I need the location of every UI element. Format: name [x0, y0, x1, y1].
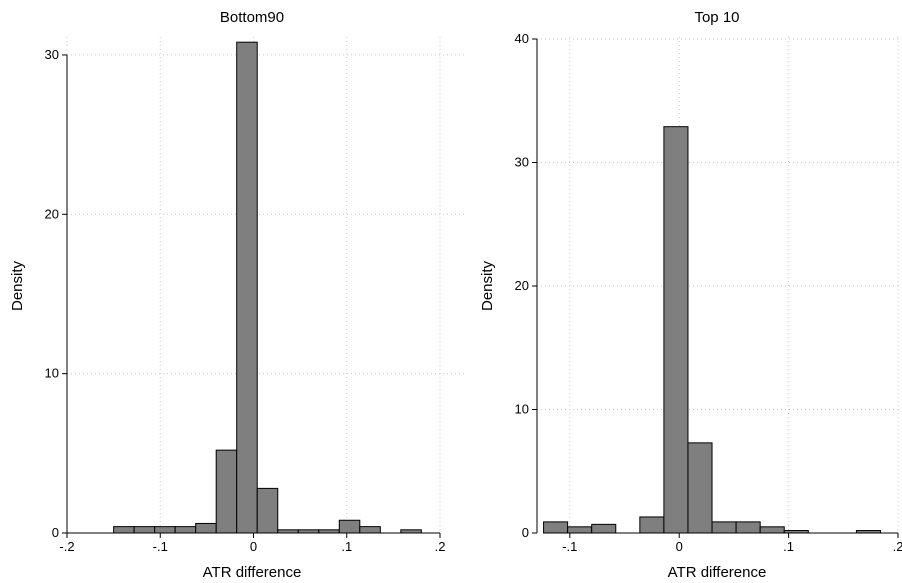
x-tick-label: .1 — [783, 539, 794, 554]
y-axis-label: Density — [479, 260, 496, 311]
y-tick-label: 10 — [515, 402, 529, 417]
x-tick-label: .2 — [435, 539, 446, 554]
histogram-bar — [591, 523, 617, 534]
histogram-bar — [113, 526, 135, 534]
x-axis-label: ATR difference — [203, 564, 302, 581]
histogram-bar — [215, 449, 238, 534]
panel-bottom90: Bottom90 ATR difference Density 0 10 20 30 -… — [9, 9, 466, 581]
histogram-bar — [663, 126, 689, 534]
histogram-bar — [639, 516, 665, 534]
y-tick-label: 30 — [45, 47, 59, 62]
bars — [113, 41, 422, 534]
histogram-bar — [174, 526, 197, 534]
histogram-bar — [735, 521, 761, 534]
panel-title: Top 10 — [694, 9, 739, 26]
histogram-bar — [236, 41, 258, 534]
histogram-bar — [359, 526, 381, 534]
histogram-bar — [256, 487, 279, 534]
histogram-bar — [133, 526, 156, 534]
grid — [537, 37, 899, 533]
x-tick-label: -.2 — [59, 539, 74, 554]
panel-top10: Top 10 ATR difference Density 0 10 20 30 40 -… — [479, 9, 902, 581]
y-axis-label: Density — [9, 260, 26, 311]
y-tick-label: 20 — [515, 278, 529, 293]
y-tick-label: 30 — [515, 155, 529, 170]
panel-title: Bottom90 — [220, 9, 284, 26]
grid — [66, 37, 466, 533]
x-tick-label: 0 — [676, 539, 683, 554]
y-tick-label: 10 — [45, 366, 59, 381]
x-tick-label: 0 — [250, 539, 257, 554]
histogram-bar — [154, 526, 176, 534]
histogram-bar — [543, 521, 569, 534]
x-tick-label: -.1 — [562, 539, 577, 554]
x-tick-label: -.1 — [153, 539, 168, 554]
axes: 0 10 20 30 -.2 -.1 0 .1 .2 — [45, 47, 446, 554]
y-tick-label: 0 — [522, 525, 529, 540]
histogram-bar — [759, 526, 785, 534]
histogram-bar — [567, 526, 593, 534]
y-tick-label: 40 — [515, 31, 529, 46]
x-axis-label: ATR difference — [668, 564, 767, 581]
x-tick-label: .1 — [341, 539, 352, 554]
histogram-bar — [338, 519, 361, 534]
axes: 0 10 20 30 40 -.1 0 .1 .2 — [515, 31, 902, 554]
x-tick-label: .2 — [893, 539, 902, 554]
histogram-bar — [195, 522, 217, 534]
y-tick-label: 0 — [52, 525, 59, 540]
histogram-bar — [687, 442, 713, 534]
y-tick-label: 20 — [45, 206, 59, 221]
bars — [543, 126, 881, 534]
histogram-bar — [711, 521, 737, 534]
